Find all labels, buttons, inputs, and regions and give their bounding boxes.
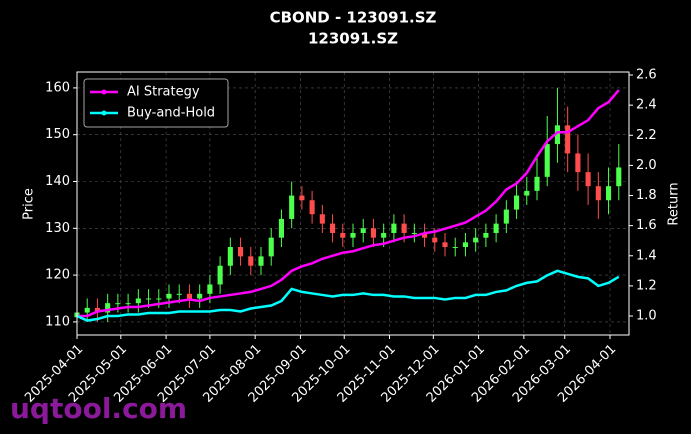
return-line (77, 89, 620, 318)
candle-body (544, 144, 550, 177)
legend-label: AI Strategy (127, 85, 200, 100)
candle-body (207, 284, 213, 294)
candle-body (146, 298, 152, 300)
candle-body (268, 237, 274, 257)
candle-body (616, 167, 622, 187)
candle-body (524, 190, 530, 196)
candle-body (258, 256, 264, 266)
y2-tick-label: 1.6 (636, 218, 657, 233)
legend-box (83, 78, 229, 128)
candle-body (227, 247, 233, 266)
y2-axis-label: Return (667, 182, 682, 225)
y-tick-label: 140 (45, 174, 70, 189)
candle-body (299, 195, 305, 201)
candle-body (105, 303, 111, 313)
candle-body (278, 218, 284, 238)
y2-tick-label: 1.4 (636, 248, 657, 263)
candle-body (166, 293, 172, 299)
candle-body (217, 265, 223, 285)
candle-body (514, 195, 520, 210)
candle-body (350, 232, 356, 238)
plot-frame (76, 71, 630, 336)
y-tick-label: 130 (45, 221, 70, 236)
candle-body (248, 256, 254, 266)
candle-body (381, 232, 387, 238)
return-line (76, 269, 620, 322)
y2-tick-label: 1.8 (636, 188, 657, 203)
chart-title: CBOND - 123091.SZ (270, 9, 437, 27)
candle-body (565, 125, 571, 154)
candle-body (452, 247, 458, 249)
candle-body (176, 293, 182, 295)
candle-body (606, 186, 612, 201)
candle-body (340, 232, 346, 238)
candle-body (360, 228, 366, 233)
candle-body (309, 200, 315, 215)
y2-tick-label: 2.2 (636, 128, 657, 143)
y2-tick-label: 1.0 (636, 309, 657, 324)
candle-body (84, 307, 90, 313)
candle-body (585, 172, 591, 187)
candle-body (319, 214, 325, 224)
legend-marker (101, 110, 107, 116)
candle-body (534, 176, 540, 191)
candle-body (401, 223, 407, 233)
y-tick-label: 160 (45, 80, 70, 95)
chart-subtitle: 123091.SZ (308, 30, 398, 48)
candle-body (135, 298, 141, 304)
legend-marker (101, 89, 107, 95)
candle-body (330, 223, 336, 233)
candle-body (473, 237, 479, 243)
candle-body (289, 195, 295, 219)
candle-body (432, 237, 438, 243)
candle-body (503, 209, 509, 224)
candle-body (411, 232, 417, 234)
candle-body (125, 303, 131, 305)
candle-body (493, 223, 499, 233)
y-tick-label: 120 (45, 268, 70, 283)
y2-tick-label: 2.6 (636, 68, 657, 83)
candle-body (370, 228, 376, 238)
candle-body (94, 307, 100, 313)
y2-tick-label: 1.2 (636, 278, 657, 293)
y-axis-label: Price (22, 188, 37, 220)
candle-body (238, 247, 244, 257)
candle-body (115, 303, 121, 305)
y-tick-label: 150 (45, 127, 70, 142)
y2-tick-label: 2.0 (636, 158, 657, 173)
candle-body (197, 293, 203, 299)
candle-body (186, 293, 192, 299)
candle-body (554, 125, 560, 145)
y2-tick-label: 2.4 (636, 98, 657, 113)
watermark: uqtool.com (10, 392, 187, 425)
candle-body (595, 186, 601, 201)
candle-body (422, 232, 428, 238)
y-tick-label: 110 (45, 314, 70, 329)
candle-body (391, 223, 397, 233)
legend-label: Buy-and-Hold (127, 106, 215, 121)
candle-body (483, 232, 489, 238)
candle-body (442, 242, 448, 248)
candle-body (575, 153, 581, 173)
candle-body (462, 242, 468, 248)
candle-body (156, 298, 162, 300)
legend: AI Strategy Buy-and-Hold (83, 78, 229, 128)
